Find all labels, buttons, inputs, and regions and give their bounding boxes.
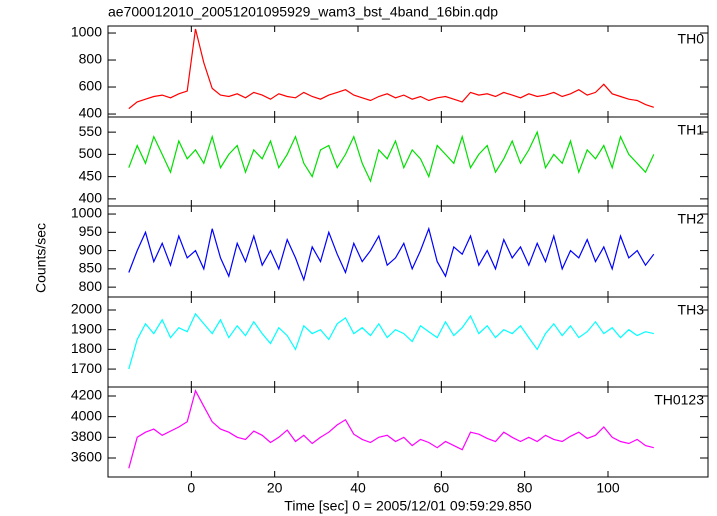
x-tick-label: 80 bbox=[517, 480, 533, 496]
y-tick-label: 400 bbox=[79, 105, 103, 121]
panel-frame bbox=[107, 116, 709, 207]
panel-label: TH3 bbox=[678, 302, 705, 318]
light-curve bbox=[128, 389, 654, 469]
x-axis-label: Time [sec] 0 = 2005/12/01 09:59:29.850 bbox=[284, 498, 532, 514]
y-axis-label: Counts/sec bbox=[33, 223, 49, 293]
x-tick-label: 0 bbox=[187, 480, 195, 496]
chart-title: ae700012010_20051201095929_wam3_bst_4ban… bbox=[108, 4, 498, 20]
panel-label: TH2 bbox=[678, 211, 705, 227]
y-tick-label: 550 bbox=[79, 123, 103, 139]
y-tick-label: 1000 bbox=[71, 205, 102, 221]
y-tick-label: 3600 bbox=[71, 449, 102, 465]
y-tick-label: 850 bbox=[79, 260, 103, 276]
y-tick-label: 600 bbox=[79, 78, 103, 94]
y-tick-label: 400 bbox=[79, 190, 103, 206]
y-tick-label: 800 bbox=[79, 51, 103, 67]
y-tick-label: 900 bbox=[79, 241, 103, 257]
panel-frame bbox=[107, 386, 709, 478]
light-curve bbox=[128, 312, 654, 370]
y-tick-label: 500 bbox=[79, 145, 103, 161]
x-tick-label: 20 bbox=[267, 480, 283, 496]
panel-label: TH0123 bbox=[654, 392, 704, 408]
y-tick-label: 3800 bbox=[71, 428, 102, 444]
y-tick-label: 1000 bbox=[71, 24, 102, 40]
x-tick-label: 100 bbox=[596, 480, 620, 496]
y-tick-label: 1800 bbox=[71, 340, 102, 356]
y-tick-label: 2000 bbox=[71, 301, 102, 317]
y-tick-label: 800 bbox=[79, 278, 103, 294]
panel-label: TH1 bbox=[678, 122, 705, 138]
y-tick-label: 450 bbox=[79, 167, 103, 183]
panel-label: TH0 bbox=[678, 31, 705, 47]
x-tick-label: 60 bbox=[434, 480, 450, 496]
y-tick-label: 1700 bbox=[71, 360, 102, 376]
y-tick-label: 4200 bbox=[71, 387, 102, 403]
y-tick-label: 1900 bbox=[71, 320, 102, 336]
y-tick-label: 4000 bbox=[71, 407, 102, 423]
light-curve bbox=[128, 130, 655, 183]
x-tick-label: 40 bbox=[350, 480, 366, 496]
light-curve bbox=[128, 226, 655, 282]
panel-frame bbox=[107, 296, 709, 388]
y-tick-label: 950 bbox=[79, 223, 103, 239]
panel-frame bbox=[107, 205, 709, 298]
light-curve bbox=[128, 28, 654, 110]
